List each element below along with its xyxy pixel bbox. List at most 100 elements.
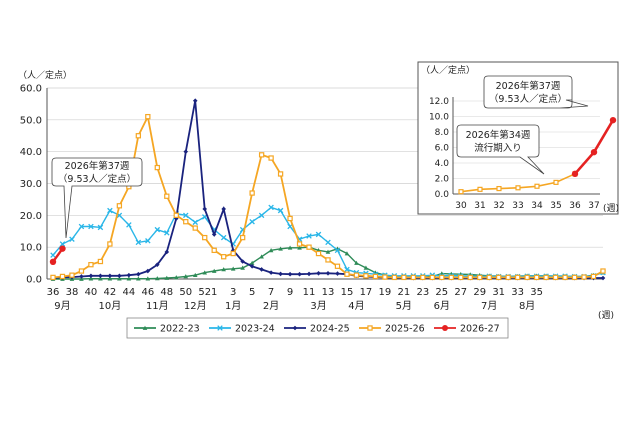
data-point-2023-24 [249, 218, 255, 225]
series-2026-27 [49, 245, 66, 266]
data-point-2025-26 [50, 274, 56, 281]
inset-data-point [571, 170, 579, 178]
legend-marker [292, 325, 298, 331]
data-point-2022-23 [240, 265, 245, 270]
data-point-2025-26 [202, 234, 208, 241]
data-point-2025-26 [277, 171, 284, 177]
data-point-2025-26 [552, 274, 559, 281]
data-point-2024-25 [221, 206, 226, 212]
data-point-2023-24 [277, 207, 284, 214]
data-point-2024-25 [164, 249, 170, 255]
main-x-tick-label: 44 [122, 287, 135, 298]
main-x-tick-label: 25 [435, 287, 448, 298]
inset-annotation-34-line-1: 2026年第34週 [466, 129, 531, 141]
inset-annotation-37-line-2: （9.53人／定点） [489, 93, 567, 105]
inset-x-tick-label: 37 [588, 201, 599, 211]
data-point-2025-26 [533, 274, 540, 281]
data-point-2025-26 [496, 274, 502, 281]
main-y-tick-label: 50.0 [20, 115, 42, 126]
data-point-2022-23 [117, 276, 122, 281]
data-point-2022-23 [192, 272, 198, 278]
data-point-2025-26 [391, 274, 398, 281]
main-y-tick-label: 20.0 [20, 211, 42, 222]
data-point-2022-23 [183, 274, 189, 279]
data-point-2024-25 [155, 262, 160, 267]
data-point-2025-26 [154, 164, 160, 171]
data-point-2025-26 [600, 268, 606, 274]
main-x-unit: (週) [598, 310, 614, 321]
main-month-label: 6月 [434, 300, 450, 312]
main-x-ticks: 36 38 40 42 44 46 48 50 52 1 3 5 7 9 11 13 15 17 19 21 23 25 2… [47, 287, 543, 298]
data-point-2022-23 [354, 260, 359, 265]
main-month-label: 8月 [519, 300, 535, 312]
data-point-2023-24 [220, 234, 227, 241]
data-point-2025-26 [486, 274, 492, 281]
inset-x-tick-label: 31 [474, 201, 485, 211]
inset-y-ticks: 0.0 2.0 4.0 6.0 8.0 10.0 12.0 [429, 97, 449, 200]
main-x-tick-label: 1 [211, 287, 217, 298]
data-point-2025-26 [353, 272, 360, 278]
data-point-2025-26 [239, 234, 246, 241]
data-point-2024-25 [297, 271, 302, 277]
data-point-2023-24 [268, 204, 274, 211]
main-annotation-line-2: （9.53人／定点） [58, 173, 136, 185]
main-x-tick-label: 42 [104, 287, 117, 298]
data-point-2023-24 [69, 236, 75, 242]
data-point-2024-25 [325, 270, 331, 276]
inset-x-tick-label: 33 [512, 201, 523, 211]
inset-annotation-week34: 2026年第34週 流行期入り [456, 124, 545, 175]
legend-item-2022-23: 2022-23 [134, 324, 200, 335]
data-point-2022-23 [278, 246, 283, 251]
data-point-2023-24 [78, 223, 85, 230]
legend-item-2024-25: 2024-25 [284, 324, 350, 335]
data-point-2023-24 [135, 239, 142, 246]
data-point-2024-25 [316, 270, 321, 276]
main-month-labels: 9月 10月 11月 12月 1月 2月 3月 4月 5月 6月 7月 8月 [54, 300, 535, 312]
data-point-2025-26 [477, 274, 483, 281]
inset-annotation-37-line-1: 2026年第37週 [496, 80, 561, 92]
data-point-2025-26 [97, 258, 104, 265]
inset-series [458, 116, 617, 195]
main-y-tick-label: 0.0 [26, 275, 42, 286]
data-point-2024-25 [335, 271, 340, 276]
legend-marker [367, 325, 373, 331]
data-point-2025-26 [107, 241, 113, 247]
data-point-2023-24 [126, 222, 132, 228]
data-point-2022-23 [363, 265, 369, 270]
legend-label: 2024-25 [310, 324, 350, 335]
data-point-2024-25 [98, 273, 103, 279]
data-point-2025-26 [325, 257, 331, 263]
main-x-tick-label: 31 [492, 287, 505, 298]
inset-y-tick-label: 8.0 [435, 128, 450, 138]
inset-y-tick-label: 0.0 [435, 190, 450, 200]
main-y-tick-label: 30.0 [20, 179, 42, 190]
inset-y-unit: （人／定点） [421, 64, 475, 76]
data-point-2023-24 [325, 239, 331, 246]
main-month-label: 1月 [225, 300, 241, 312]
data-point-2022-23 [211, 268, 217, 273]
main-x-tick-label: 7 [268, 287, 274, 298]
inset-x-tick-label: 32 [493, 201, 504, 211]
data-point-2022-23 [249, 260, 255, 265]
data-point-2025-26 [183, 219, 189, 225]
data-point-2025-26 [429, 274, 435, 281]
main-annotation-line-1: 2026年第37週 [65, 160, 130, 172]
data-point-2025-26 [372, 273, 379, 280]
data-point-2022-23 [230, 266, 236, 271]
series-2025-26 [50, 113, 606, 281]
data-point-2025-26 [543, 274, 549, 281]
data-point-2023-24 [334, 247, 341, 254]
data-point-2025-26 [116, 203, 123, 209]
main-y-tick-label: 10.0 [20, 243, 42, 254]
inset-y-tick-label: 2.0 [435, 175, 450, 185]
inset-data-point [496, 185, 502, 192]
data-point-2025-26 [401, 274, 407, 281]
main-series [49, 98, 606, 281]
data-point-2025-26 [514, 274, 521, 281]
data-point-2025-26 [590, 273, 597, 280]
data-point-2022-23 [88, 276, 94, 281]
data-point-2024-25 [79, 274, 84, 279]
legend-label: 2023-24 [235, 324, 275, 335]
data-point-2025-26 [315, 250, 322, 257]
series-2023-24 [50, 204, 606, 280]
